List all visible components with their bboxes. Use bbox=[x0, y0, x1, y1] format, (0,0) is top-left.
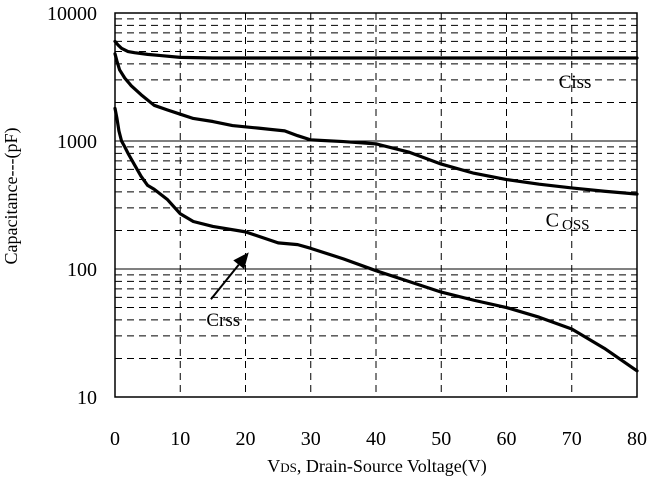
series-lines bbox=[113, 39, 639, 373]
arrow-head bbox=[233, 252, 249, 270]
series-annotation: Ciss bbox=[559, 72, 592, 93]
x-tick-label: 10 bbox=[170, 428, 190, 450]
x-axis-label-main: V bbox=[267, 456, 280, 476]
x-axis-label-sub: DS bbox=[280, 460, 297, 475]
y-tick-label: 10 bbox=[77, 387, 97, 409]
series-line-crss bbox=[113, 106, 639, 373]
x-axis-label: VDS, Drain-Source Voltage(V) bbox=[267, 456, 486, 477]
axes bbox=[114, 12, 638, 398]
plot-frame bbox=[114, 12, 638, 398]
x-tick-label: 50 bbox=[431, 428, 451, 450]
series-annotation: C OSS bbox=[546, 209, 590, 233]
tick-labels: 0 10 20 30 40 50 60 70 80 10 100 1000 10000 bbox=[47, 3, 647, 450]
x-tick-label: 0 bbox=[110, 428, 120, 450]
annotations: Ciss C OSS Crss bbox=[206, 72, 591, 331]
x-tick-label: 40 bbox=[366, 428, 386, 450]
y-tick-label: 100 bbox=[67, 259, 97, 281]
grid bbox=[115, 13, 637, 397]
x-tick-label: 60 bbox=[497, 428, 517, 450]
y-tick-label: 1000 bbox=[57, 131, 97, 153]
series-line-coss bbox=[113, 52, 639, 196]
x-tick-label: 30 bbox=[301, 428, 321, 450]
x-tick-label: 20 bbox=[236, 428, 256, 450]
series-annotation: Crss bbox=[206, 310, 240, 331]
x-tick-label: 80 bbox=[627, 428, 647, 450]
arrow-shaft bbox=[210, 264, 240, 300]
x-axis-label-rest: , Drain-Source Voltage(V) bbox=[297, 456, 487, 477]
y-tick-label: 10000 bbox=[47, 3, 97, 25]
series-line-ciss bbox=[113, 39, 639, 60]
x-tick-label: 70 bbox=[562, 428, 582, 450]
y-axis-label: Capacitance---(pF) bbox=[1, 128, 22, 265]
